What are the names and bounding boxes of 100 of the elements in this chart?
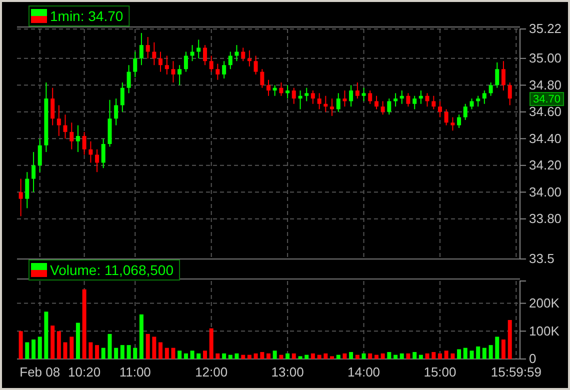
candlestick: [310, 90, 315, 104]
bar: [463, 348, 468, 359]
bar: [241, 354, 246, 359]
text: 34.70: [533, 94, 561, 106]
candlestick: [184, 51, 188, 72]
candlestick: [114, 98, 118, 126]
bar: [164, 348, 169, 359]
candlestick: [241, 47, 246, 62]
candlestick: [317, 92, 322, 110]
bar: [56, 331, 61, 359]
bar: [349, 352, 354, 359]
candlestick: [355, 82, 360, 100]
bar: [304, 354, 309, 359]
candlestick: [38, 138, 42, 173]
bar: [488, 345, 493, 359]
candlestick: [387, 98, 392, 116]
bar: [272, 350, 277, 359]
candlestick: [196, 39, 201, 59]
candlestick: [342, 90, 347, 108]
chart-title: Volume: 11,068,500: [50, 262, 174, 278]
bar: [209, 328, 214, 359]
candlestick: [152, 42, 156, 66]
candlestick: [476, 95, 480, 108]
candlestick: [279, 82, 284, 96]
candlestick: [18, 178, 23, 217]
candlestick: [133, 51, 138, 78]
candlestick: [70, 122, 74, 150]
bar: [25, 342, 30, 359]
bar: [146, 334, 150, 359]
bar: [139, 314, 144, 359]
candlestick: [56, 104, 61, 136]
candlestick: [272, 84, 277, 96]
y-tick-label: 35.00: [529, 50, 562, 66]
bar: [317, 354, 322, 359]
candlestick: [501, 60, 506, 92]
bar: [444, 350, 448, 359]
bar: [495, 336, 500, 359]
bar: [260, 352, 264, 359]
candlestick: [222, 60, 226, 79]
bar: [470, 350, 474, 359]
bar: [190, 350, 194, 359]
candlestick: [488, 82, 493, 96]
bar: [425, 353, 430, 359]
y-tick-label: 33.80: [529, 211, 562, 226]
bar: [438, 353, 442, 359]
candlestick: [444, 108, 448, 126]
bar: [178, 350, 182, 359]
bar: [368, 353, 372, 359]
bar: [298, 356, 302, 359]
bar: [158, 342, 163, 359]
x-tick-label: 10:20: [68, 364, 101, 380]
candlestick: [76, 124, 80, 153]
x-tick-label: 14:00: [347, 364, 380, 380]
candlestick: [260, 68, 264, 88]
bar: [228, 354, 232, 359]
bar: [279, 354, 284, 359]
bar: [196, 353, 201, 359]
y-tick-label: 34.00: [529, 184, 562, 200]
candlestick: [368, 90, 372, 104]
bar: [394, 354, 398, 359]
y-tick-label: 33.5: [529, 251, 554, 266]
candlestick: [82, 131, 86, 156]
bar: [482, 348, 486, 359]
bar: [203, 350, 208, 359]
candlestick: [158, 51, 163, 72]
y-tick-label: 34.20: [529, 158, 562, 173]
bar: [76, 322, 80, 359]
bar: [362, 353, 366, 359]
candlestick: [463, 103, 468, 120]
bar: [324, 353, 328, 359]
y-tick-label: 100K: [529, 323, 560, 338]
bar: [152, 336, 156, 359]
y-tick-label: 200K: [529, 295, 560, 310]
bar: [101, 348, 106, 359]
bar: [70, 336, 74, 359]
x-tick-label: 12:00: [195, 364, 228, 380]
candlestick: [349, 84, 354, 108]
candlestick: [25, 172, 30, 209]
candlestick: [400, 90, 404, 104]
candlestick: [418, 90, 423, 104]
candlestick: [95, 148, 100, 173]
candlestick: [126, 64, 131, 94]
candlestick: [190, 44, 194, 62]
x-tick-label: 15:59:59: [490, 364, 542, 380]
y-tick-label: 0: [529, 351, 536, 366]
x-tick-label: 15:00: [424, 364, 456, 380]
candlestick: [286, 84, 290, 100]
candlestick: [146, 36, 150, 59]
candlestick: [406, 92, 410, 108]
candlestick: [228, 51, 232, 70]
bar: [310, 353, 315, 359]
bar: [508, 320, 512, 359]
bar: [95, 345, 100, 359]
y-tick-label: 34.80: [529, 77, 562, 92]
candlestick: [362, 87, 366, 102]
bar: [476, 346, 480, 359]
candlestick: [216, 63, 220, 80]
candlestick: [292, 87, 296, 104]
bar: [342, 353, 347, 359]
candlestick: [171, 60, 176, 83]
